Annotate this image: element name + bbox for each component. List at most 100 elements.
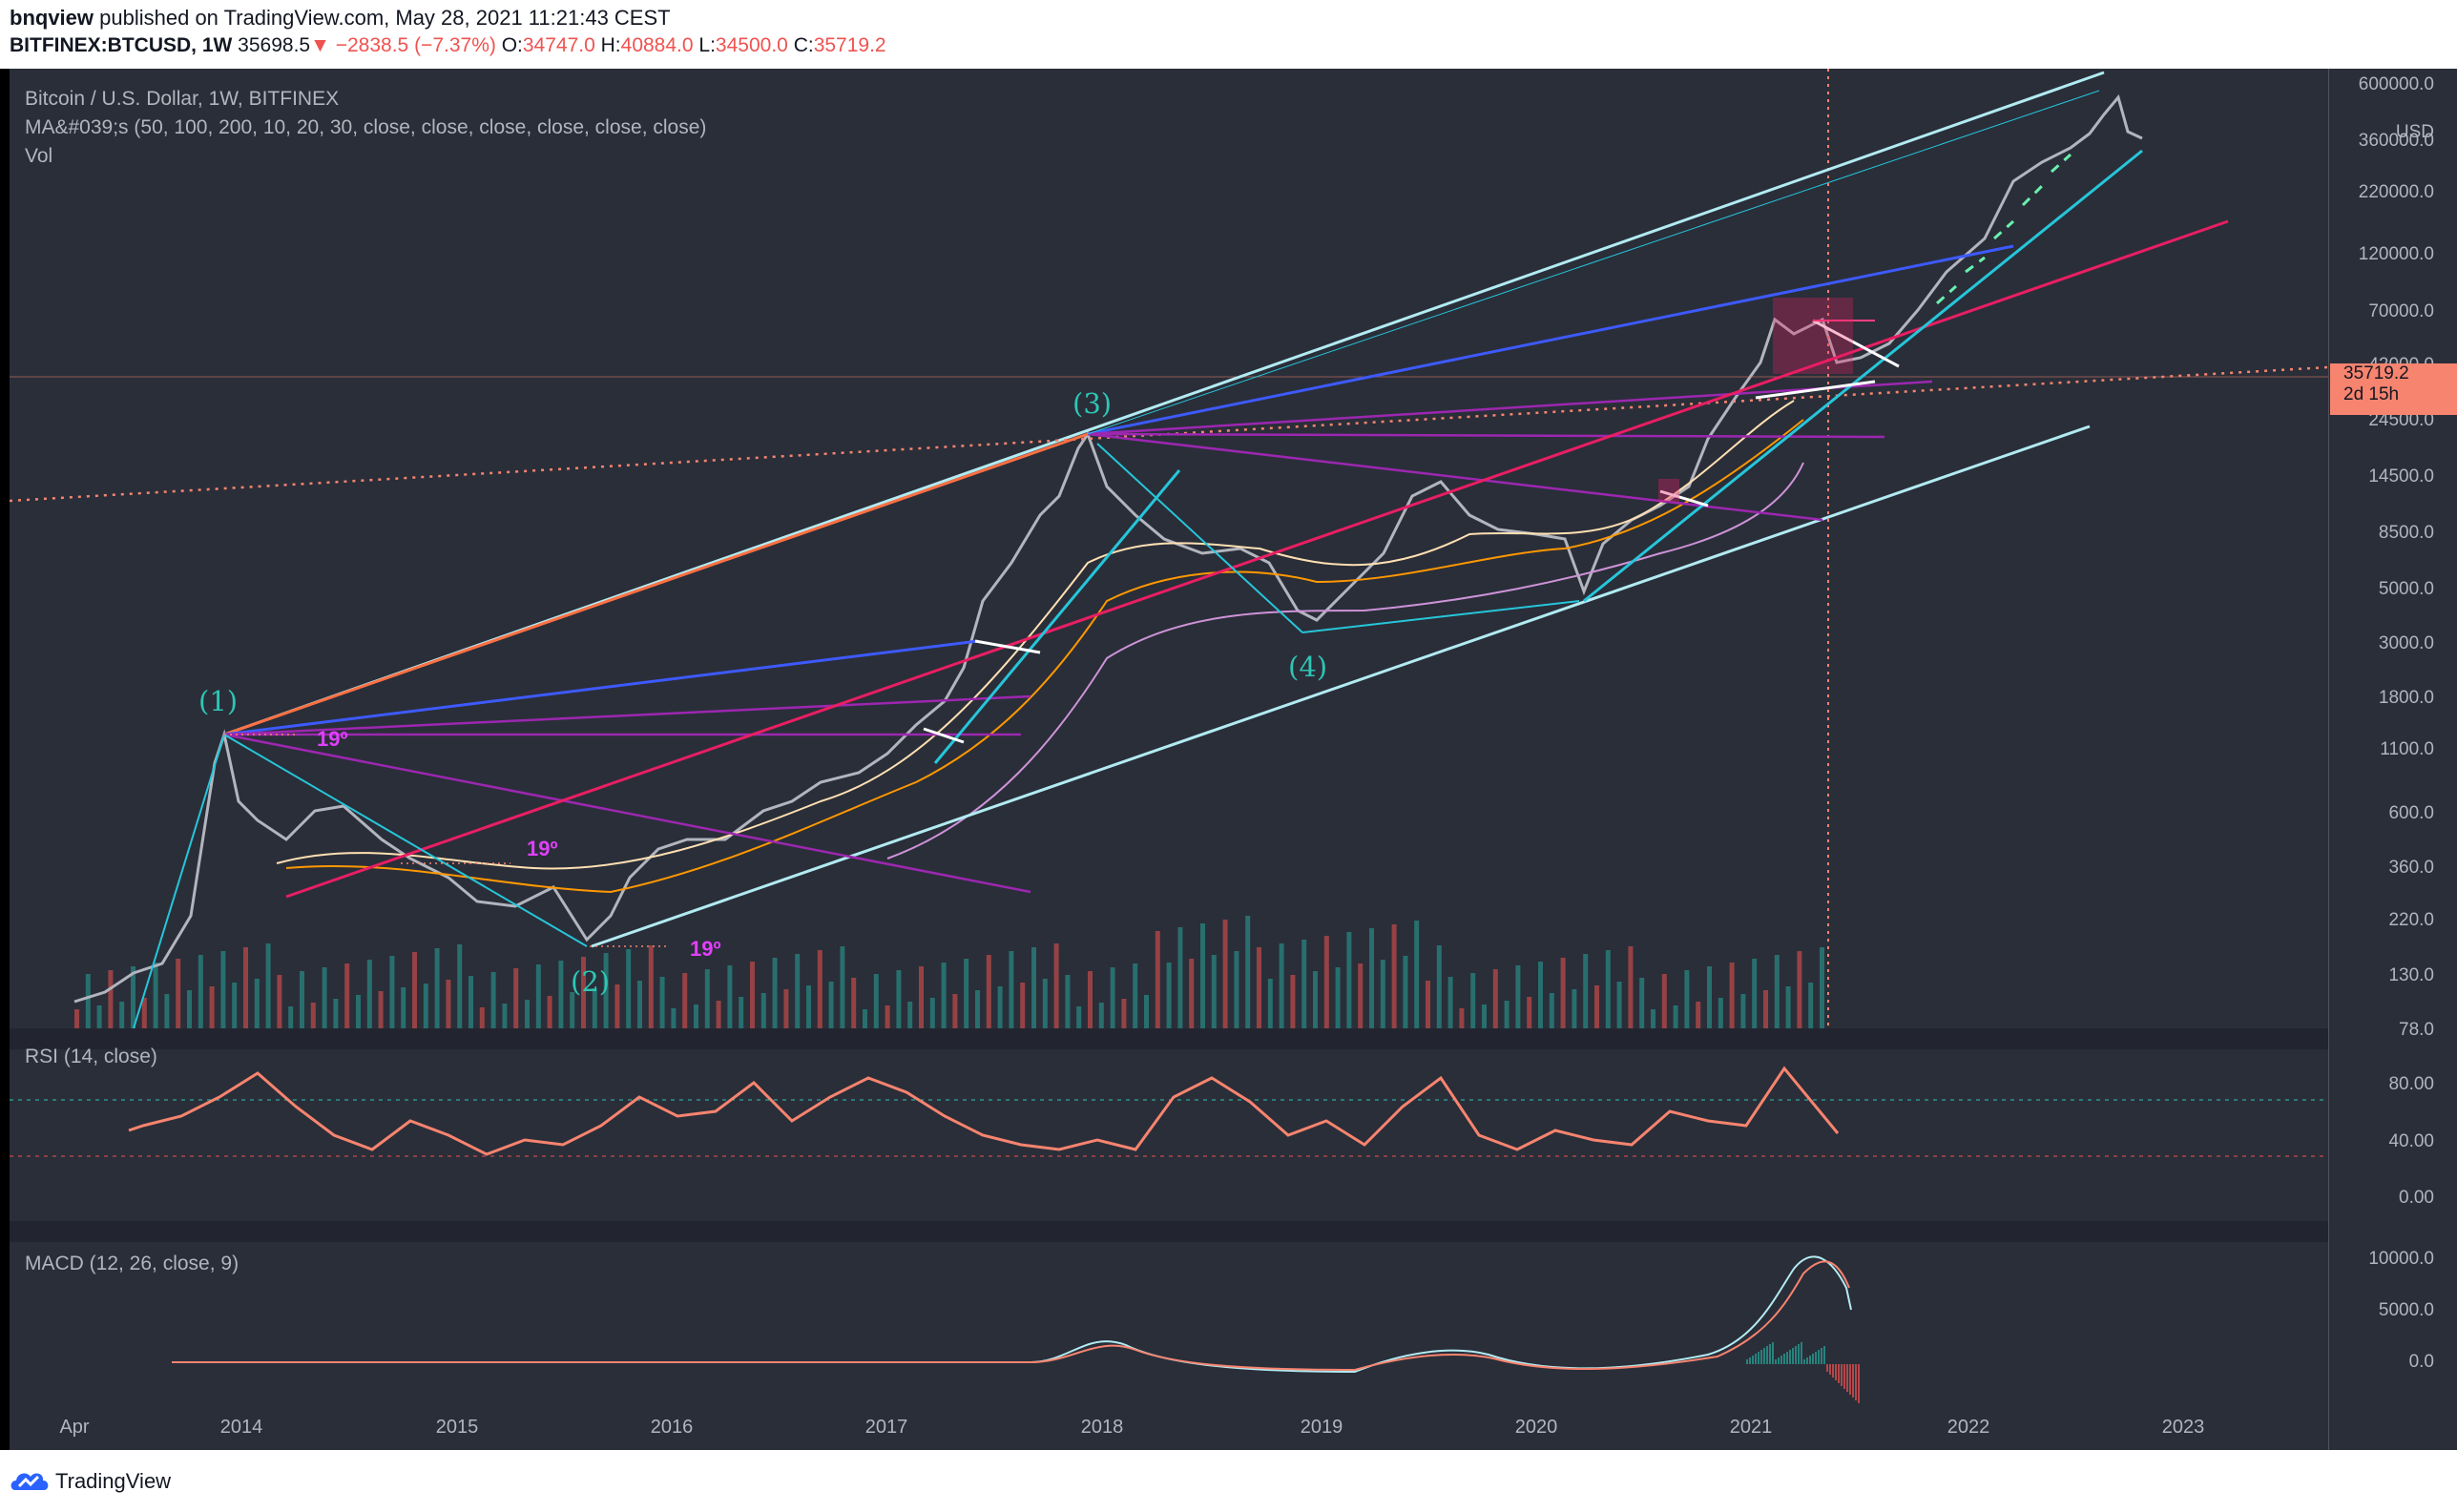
- volume-bar: [141, 998, 147, 1028]
- volume-bar: [243, 947, 248, 1028]
- volume-bar: [716, 1001, 721, 1028]
- macd-histogram-bar: [1832, 1364, 1834, 1377]
- macd-histogram-bar: [1752, 1356, 1754, 1364]
- macd-histogram-bar: [1855, 1364, 1857, 1400]
- volume-bar: [1707, 966, 1712, 1028]
- macd-histogram-bar: [1858, 1364, 1860, 1403]
- rsi-legend[interactable]: RSI (14, close): [25, 1046, 157, 1067]
- channel-lower-line: [591, 425, 2091, 948]
- volume-bar: [806, 985, 811, 1028]
- volume-bar: [750, 962, 755, 1028]
- price-line: [73, 93, 2143, 1004]
- volume-bar: [232, 983, 238, 1028]
- volume-bar: [1155, 931, 1160, 1028]
- macd-tick: 0.0: [2408, 1352, 2434, 1372]
- volume-bar: [85, 974, 91, 1028]
- volume-bar: [1740, 994, 1746, 1028]
- series-title[interactable]: Bitcoin / U.S. Dollar, 1W, BITFINEX: [25, 88, 340, 110]
- volume-bar: [704, 969, 710, 1028]
- macd-histogram-bar: [1852, 1364, 1854, 1398]
- ma-line: [886, 462, 1804, 860]
- price-axis[interactable]: [2328, 69, 2457, 1450]
- volume-bar: [1166, 963, 1172, 1028]
- macd-histogram-bar: [1789, 1350, 1791, 1364]
- volume-bar: [1290, 975, 1296, 1028]
- volume-bar: [1628, 946, 1634, 1028]
- low-value: 34500.0: [715, 34, 788, 56]
- volume-bar: [434, 948, 440, 1028]
- wave-label-1: (1): [198, 685, 239, 717]
- volume-bar: [254, 979, 260, 1028]
- volume-bar: [941, 963, 947, 1028]
- rsi-line: [128, 1066, 1840, 1156]
- macd-histogram-bar: [1763, 1348, 1765, 1364]
- volume-bar: [1718, 998, 1723, 1028]
- tradingview-cloud-icon[interactable]: [10, 1467, 50, 1494]
- volume-bar: [1470, 973, 1476, 1028]
- volume-legend[interactable]: Vol: [25, 145, 53, 167]
- macd-histogram-bar: [1778, 1357, 1780, 1364]
- ma-legend[interactable]: MA&#039;s (50, 100, 200, 10, 20, 30, clo…: [25, 116, 707, 138]
- volume-bar: [457, 944, 463, 1028]
- white-marker: [923, 727, 965, 744]
- volume-bar: [1414, 921, 1420, 1028]
- last-price: 35698.5: [238, 34, 311, 56]
- price-tick: 8500.0: [2378, 523, 2434, 543]
- macd-histogram-bar: [1843, 1364, 1845, 1389]
- volume-bar: [1020, 983, 1026, 1028]
- author-name[interactable]: bnqview: [10, 6, 94, 30]
- macd-histogram-bar: [1835, 1364, 1837, 1380]
- price-tick: 220.0: [2388, 910, 2434, 930]
- white-marker: [1659, 489, 1709, 507]
- low-label: L:: [698, 34, 716, 56]
- volume-bar: [772, 958, 778, 1028]
- volume-bar: [153, 963, 158, 1028]
- volume-bar: [1200, 923, 1205, 1028]
- macd-tick: 5000.0: [2378, 1300, 2434, 1320]
- macd-histogram-bar: [1823, 1346, 1825, 1364]
- volume-bar: [468, 976, 473, 1028]
- volume-bar: [1301, 940, 1307, 1028]
- badge-price: 35719.2: [2343, 363, 2409, 383]
- volume-bar: [727, 965, 733, 1028]
- tradingview-brand[interactable]: TradingView: [55, 1469, 172, 1493]
- volume-bar: [96, 1005, 102, 1028]
- price-change: −2838.5 (−7.37%): [335, 34, 496, 56]
- pane-separator-rsi[interactable]: [10, 1028, 2328, 1049]
- macd-histogram-bar: [1798, 1344, 1800, 1364]
- macd-histogram-bar: [1792, 1348, 1794, 1364]
- volume-bar: [366, 960, 372, 1028]
- volume-bar: [1797, 951, 1802, 1028]
- volume-bar: [851, 978, 857, 1028]
- open-label: O:: [501, 34, 523, 56]
- footer: TradingView: [0, 1450, 2457, 1512]
- volume-bar: [1053, 943, 1059, 1028]
- volume-bar: [817, 950, 822, 1028]
- macd-histogram-bar: [1829, 1364, 1831, 1375]
- volume-bar: [1380, 960, 1385, 1028]
- volume-bar: [1426, 981, 1430, 1028]
- white-marker: [974, 639, 1041, 654]
- volume-bar: [513, 968, 519, 1028]
- volume-bar: [1684, 970, 1690, 1028]
- macd-histogram-bar: [1772, 1342, 1774, 1364]
- volume-bar: [1785, 986, 1791, 1028]
- volume-bar: [603, 953, 609, 1028]
- highlight-box: [1773, 298, 1853, 374]
- volume-bars: [74, 916, 1824, 1028]
- time-tick: Apr: [59, 1417, 90, 1438]
- macd-legend[interactable]: MACD (12, 26, close, 9): [25, 1253, 239, 1274]
- macd-histogram-bar: [1760, 1350, 1762, 1364]
- volume-bar: [1234, 951, 1239, 1028]
- volume-bar: [1391, 924, 1397, 1028]
- high-label: H:: [600, 34, 621, 56]
- price-tick: 24500.0: [2368, 410, 2434, 430]
- volume-bar: [1436, 945, 1442, 1028]
- teal-trendline: [933, 469, 1181, 764]
- volume-bar: [1538, 962, 1543, 1028]
- pane-separator-macd[interactable]: [10, 1221, 2328, 1242]
- volume-bar: [1820, 947, 1824, 1028]
- macd-histogram-bar: [1775, 1359, 1777, 1364]
- volume-bar: [333, 999, 339, 1028]
